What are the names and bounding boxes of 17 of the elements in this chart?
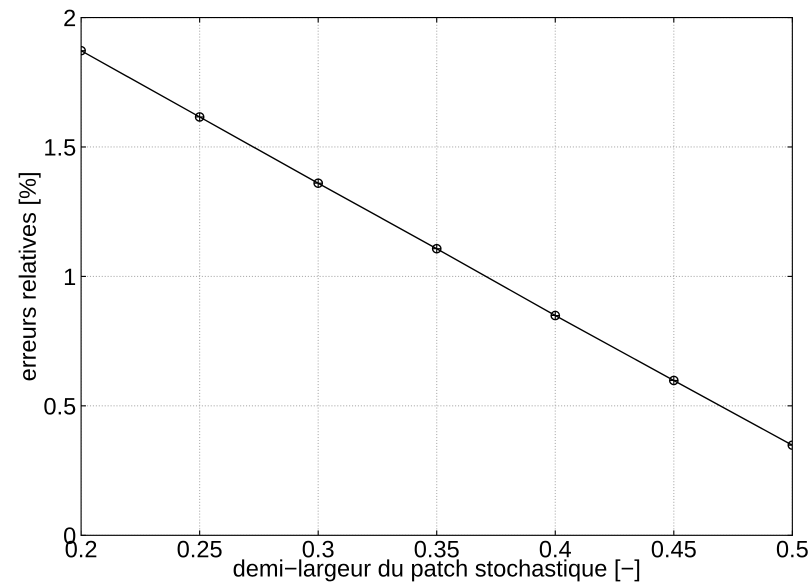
point (194, 112, 205, 122)
x-tick-label: 0.5 (776, 540, 808, 558)
x-tick-label: 0.3 (302, 540, 334, 558)
y-tick-label: 1.5 (45, 139, 76, 156)
x-tick-label: 0.4 (540, 540, 571, 558)
point (313, 178, 324, 188)
y-tick-label: 2 (64, 10, 76, 26)
x-axis-title: demi−largeur du patch stochastique [−] (234, 559, 640, 582)
point (432, 244, 442, 254)
y-axis-title: erreurs relatives [%] (18, 173, 41, 380)
point (668, 376, 679, 386)
y-tick-label: 0.5 (44, 398, 76, 415)
x-tick-label: 0.45 (652, 540, 696, 558)
x-tick-label: 0.35 (414, 540, 459, 558)
x-tick-label: 0.25 (178, 540, 222, 558)
point (550, 310, 560, 320)
y-tick-label: 1 (64, 268, 76, 285)
